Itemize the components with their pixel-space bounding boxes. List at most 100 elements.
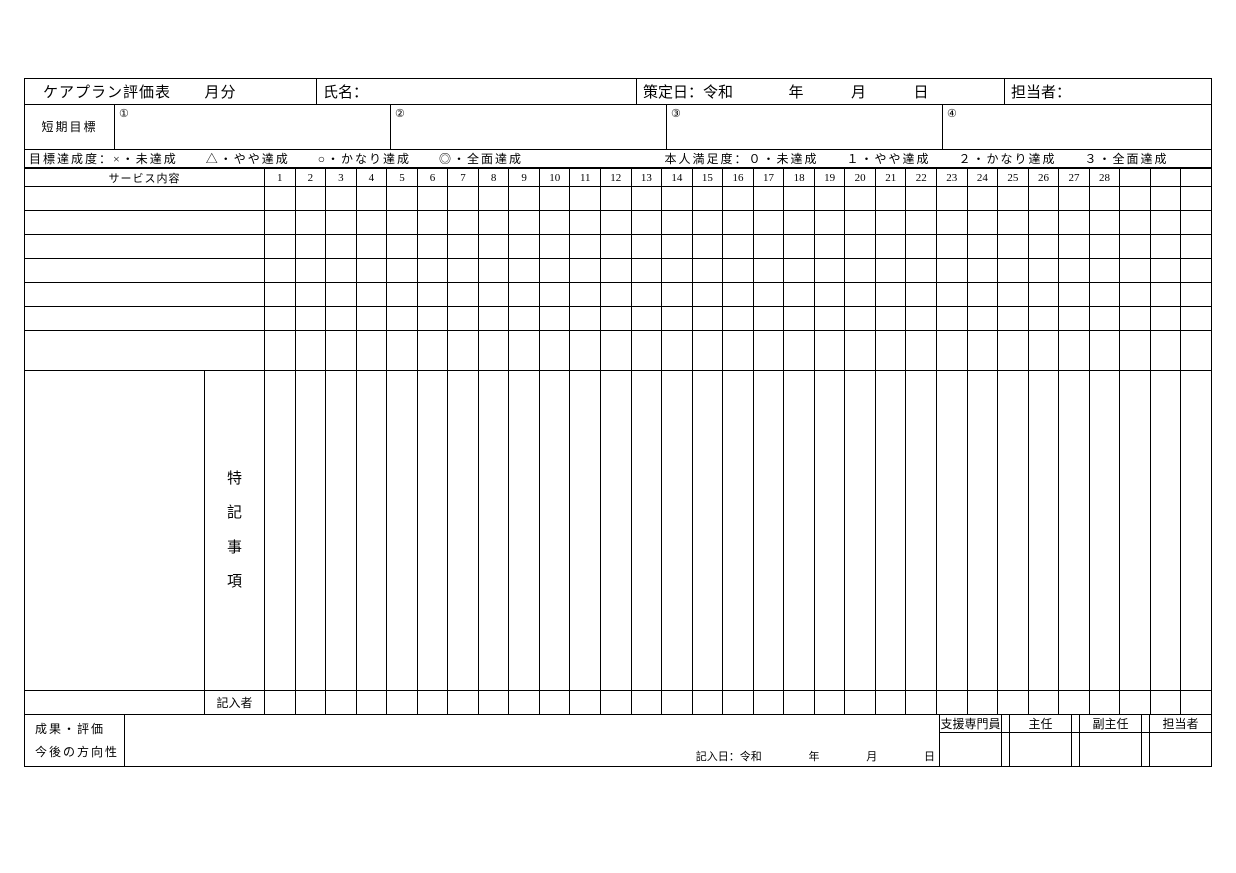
footer-entry-date[interactable]: 記入日：令和 年 月 日 — [660, 715, 940, 767]
grid-cell[interactable] — [814, 331, 845, 371]
grid-cell[interactable] — [478, 283, 509, 307]
grid-cell[interactable] — [998, 307, 1029, 331]
recorder-cell[interactable] — [539, 691, 570, 715]
sig-box-4[interactable] — [1150, 733, 1212, 767]
grid-cell[interactable] — [570, 187, 601, 211]
notes-cell[interactable] — [265, 371, 296, 691]
notes-cell[interactable] — [1059, 371, 1090, 691]
grid-cell[interactable] — [937, 235, 968, 259]
grid-cell[interactable] — [417, 331, 448, 371]
grid-cell[interactable] — [753, 307, 784, 331]
grid-cell[interactable] — [906, 259, 937, 283]
grid-cell[interactable] — [539, 331, 570, 371]
grid-cell[interactable] — [1120, 187, 1151, 211]
grid-cell[interactable] — [875, 283, 906, 307]
service-row[interactable] — [25, 187, 265, 211]
grid-cell[interactable] — [1120, 235, 1151, 259]
grid-cell[interactable] — [875, 259, 906, 283]
grid-cell[interactable] — [1150, 187, 1181, 211]
grid-cell[interactable] — [753, 331, 784, 371]
grid-cell[interactable] — [723, 235, 754, 259]
recorder-cell[interactable] — [631, 691, 662, 715]
grid-cell[interactable] — [1150, 259, 1181, 283]
notes-cell[interactable] — [601, 371, 632, 691]
grid-cell[interactable] — [631, 283, 662, 307]
grid-cell[interactable] — [1181, 331, 1212, 371]
notes-cell[interactable] — [356, 371, 387, 691]
grid-cell[interactable] — [1028, 283, 1059, 307]
grid-cell[interactable] — [478, 331, 509, 371]
grid-cell[interactable] — [1059, 283, 1090, 307]
grid-cell[interactable] — [814, 283, 845, 307]
recorder-cell[interactable] — [906, 691, 937, 715]
grid-cell[interactable] — [753, 235, 784, 259]
grid-cell[interactable] — [417, 187, 448, 211]
grid-cell[interactable] — [601, 307, 632, 331]
notes-cell[interactable] — [692, 371, 723, 691]
grid-cell[interactable] — [478, 235, 509, 259]
grid-cell[interactable] — [814, 235, 845, 259]
notes-cell[interactable] — [417, 371, 448, 691]
grid-cell[interactable] — [692, 307, 723, 331]
grid-cell[interactable] — [1059, 187, 1090, 211]
grid-cell[interactable] — [478, 211, 509, 235]
grid-cell[interactable] — [539, 283, 570, 307]
recorder-cell[interactable] — [967, 691, 998, 715]
grid-cell[interactable] — [662, 211, 693, 235]
grid-cell[interactable] — [937, 307, 968, 331]
grid-cell[interactable] — [265, 283, 296, 307]
grid-cell[interactable] — [662, 187, 693, 211]
notes-cell[interactable] — [967, 371, 998, 691]
grid-cell[interactable] — [723, 283, 754, 307]
recorder-cell[interactable] — [875, 691, 906, 715]
grid-cell[interactable] — [1181, 187, 1212, 211]
recorder-cell[interactable] — [1181, 691, 1212, 715]
footer-body[interactable] — [125, 715, 660, 767]
grid-cell[interactable] — [570, 331, 601, 371]
recorder-cell[interactable] — [1028, 691, 1059, 715]
grid-cell[interactable] — [814, 307, 845, 331]
grid-cell[interactable] — [753, 211, 784, 235]
grid-cell[interactable] — [967, 307, 998, 331]
grid-cell[interactable] — [417, 283, 448, 307]
recorder-cell[interactable] — [417, 691, 448, 715]
grid-cell[interactable] — [845, 235, 876, 259]
sig-box-2[interactable] — [1010, 733, 1072, 767]
grid-cell[interactable] — [1150, 307, 1181, 331]
grid-cell[interactable] — [326, 307, 357, 331]
grid-cell[interactable] — [478, 307, 509, 331]
sig-box-3[interactable] — [1080, 733, 1142, 767]
recorder-cell[interactable] — [937, 691, 968, 715]
grid-cell[interactable] — [295, 307, 326, 331]
grid-cell[interactable] — [875, 331, 906, 371]
recorder-cell[interactable] — [295, 691, 326, 715]
grid-cell[interactable] — [692, 259, 723, 283]
grid-cell[interactable] — [601, 331, 632, 371]
grid-cell[interactable] — [906, 331, 937, 371]
goal-1[interactable]: ① — [115, 105, 391, 149]
grid-cell[interactable] — [417, 307, 448, 331]
grid-cell[interactable] — [326, 283, 357, 307]
recorder-cell[interactable] — [692, 691, 723, 715]
grid-cell[interactable] — [601, 235, 632, 259]
grid-cell[interactable] — [967, 235, 998, 259]
grid-cell[interactable] — [356, 235, 387, 259]
grid-cell[interactable] — [509, 187, 540, 211]
grid-cell[interactable] — [814, 259, 845, 283]
grid-cell[interactable] — [601, 283, 632, 307]
grid-cell[interactable] — [1089, 187, 1120, 211]
notes-cell[interactable] — [509, 371, 540, 691]
notes-cell[interactable] — [1089, 371, 1120, 691]
grid-cell[interactable] — [326, 211, 357, 235]
grid-cell[interactable] — [601, 259, 632, 283]
recorder-cell[interactable] — [356, 691, 387, 715]
grid-cell[interactable] — [1089, 235, 1120, 259]
grid-cell[interactable] — [326, 331, 357, 371]
notes-left[interactable] — [25, 371, 205, 691]
grid-cell[interactable] — [1120, 283, 1151, 307]
notes-cell[interactable] — [1028, 371, 1059, 691]
notes-cell[interactable] — [539, 371, 570, 691]
grid-cell[interactable] — [631, 187, 662, 211]
grid-cell[interactable] — [356, 259, 387, 283]
grid-cell[interactable] — [265, 211, 296, 235]
